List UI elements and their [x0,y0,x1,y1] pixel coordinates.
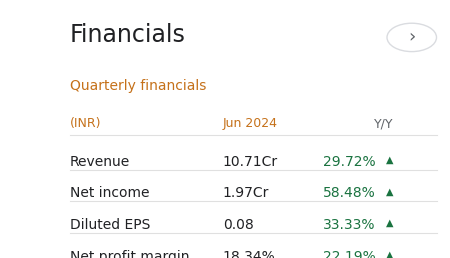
Text: ▲: ▲ [386,186,394,196]
Text: Net income: Net income [70,186,149,200]
Text: 29.72%: 29.72% [323,155,376,169]
Text: ▲: ▲ [386,218,394,228]
Text: Jun 2024: Jun 2024 [223,117,278,130]
Text: 33.33%: 33.33% [323,218,376,232]
Text: Y/Y: Y/Y [374,117,394,130]
Text: (INR): (INR) [70,117,101,130]
Text: Revenue: Revenue [70,155,130,169]
Text: 0.08: 0.08 [223,218,253,232]
Text: ▲: ▲ [386,250,394,258]
Text: 1.97Cr: 1.97Cr [223,186,269,200]
Text: Net profit margin: Net profit margin [70,250,189,258]
Text: 18.34%: 18.34% [223,250,275,258]
Text: 10.71Cr: 10.71Cr [223,155,278,169]
Text: ›: › [408,28,415,46]
Text: ▲: ▲ [386,155,394,165]
Text: Quarterly financials: Quarterly financials [70,79,206,93]
Text: 58.48%: 58.48% [323,186,376,200]
Text: Financials: Financials [70,23,185,47]
Text: Diluted EPS: Diluted EPS [70,218,150,232]
Text: 22.19%: 22.19% [323,250,376,258]
